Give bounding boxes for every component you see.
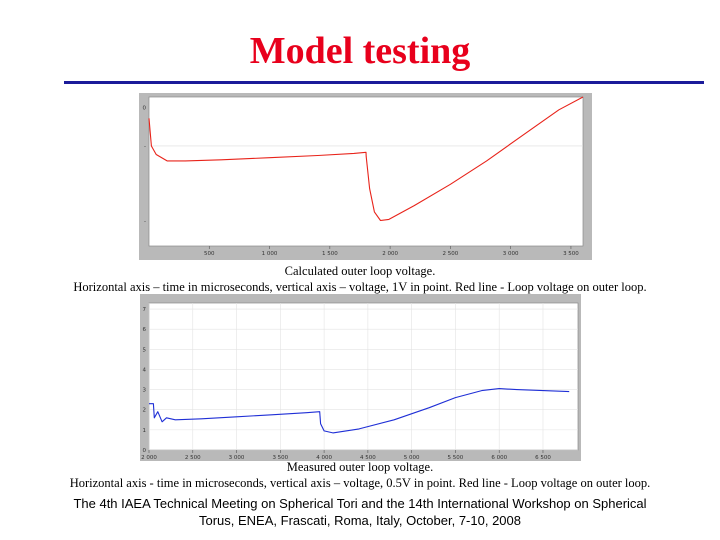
meas-y-tick-label: 5 bbox=[143, 347, 147, 353]
footer-line-2: Torus, ENEA, Frascati, Roma, Italy, Octo… bbox=[198, 513, 521, 528]
calc-y-tick-label: 0 bbox=[143, 106, 147, 112]
measured-voltage-chart: 2 000 2 500 3 000 3 500 4 000 4 500 5 000 5 500… bbox=[140, 294, 581, 461]
meas-y-tick-label: 6 bbox=[143, 327, 147, 333]
calc-series-line bbox=[148, 96, 584, 222]
measured-caption-description: Horizontal axis - time in microseconds, … bbox=[69, 476, 651, 490]
meas-x-tick-label: 3 500 bbox=[272, 455, 288, 461]
calc-x-tick-label: 2 500 bbox=[443, 251, 459, 257]
calc-x-tick-label: 500 bbox=[204, 251, 215, 257]
measured-voltage-plot: 2 000 2 500 3 000 3 500 4 000 4 500 5 000 5 500… bbox=[141, 302, 579, 461]
meas-y-tick-label: 7 bbox=[143, 307, 147, 313]
meas-y-tick-label: 2 bbox=[143, 408, 147, 414]
calc-x-tick-label: 3 500 bbox=[563, 251, 579, 257]
meas-series-line bbox=[149, 388, 570, 434]
calculated-caption-title: Calculated outer loop voltage. bbox=[284, 264, 436, 278]
meas-x-tick-label: 2 500 bbox=[185, 455, 201, 461]
calc-x-tick-label: 2 000 bbox=[382, 251, 398, 257]
meas-x-tick-label: 4 500 bbox=[360, 455, 376, 461]
meas-plot-area bbox=[148, 302, 579, 451]
calculated-voltage-chart: 500 1 000 1 500 2 000 2 500 3 000 3 500 0 - - bbox=[139, 93, 592, 260]
footer: The 4th IAEA Technical Meeting on Spheri… bbox=[20, 495, 700, 529]
calculated-caption-description: Horizontal axis – time in microseconds, … bbox=[73, 280, 647, 294]
meas-x-tick-label: 6 500 bbox=[535, 455, 551, 461]
meas-x-tick-label: 2 000 bbox=[141, 455, 157, 461]
calculated-voltage-plot: 500 1 000 1 500 2 000 2 500 3 000 3 500 0 - - bbox=[143, 96, 584, 257]
meas-x-tick-label: 6 000 bbox=[491, 455, 507, 461]
calc-plot-area bbox=[148, 96, 584, 247]
calc-x-tick-label: 1 000 bbox=[262, 251, 278, 257]
meas-x-tick-label: 3 000 bbox=[229, 455, 245, 461]
meas-x-tick-label: 5 500 bbox=[448, 455, 464, 461]
calc-x-tick-label: 1 500 bbox=[322, 251, 338, 257]
title-underline bbox=[64, 81, 704, 84]
measured-caption-title: Measured outer loop voltage. bbox=[286, 460, 434, 474]
meas-y-tick-label: 0 bbox=[143, 448, 147, 454]
footer-line-1: The 4th IAEA Technical Meeting on Spheri… bbox=[73, 496, 647, 511]
meas-x-tick-label: 4 000 bbox=[316, 455, 332, 461]
meas-x-tick-label: 5 000 bbox=[404, 455, 420, 461]
slide-title: Model testing bbox=[249, 30, 471, 72]
calc-y-tick-label: - bbox=[144, 218, 146, 224]
meas-y-tick-label: 3 bbox=[143, 388, 147, 394]
meas-y-tick-label: 1 bbox=[143, 428, 147, 434]
meas-y-tick-label: 4 bbox=[143, 367, 147, 373]
calc-y-tick-label: - bbox=[144, 144, 146, 150]
calc-x-tick-label: 3 000 bbox=[503, 251, 519, 257]
